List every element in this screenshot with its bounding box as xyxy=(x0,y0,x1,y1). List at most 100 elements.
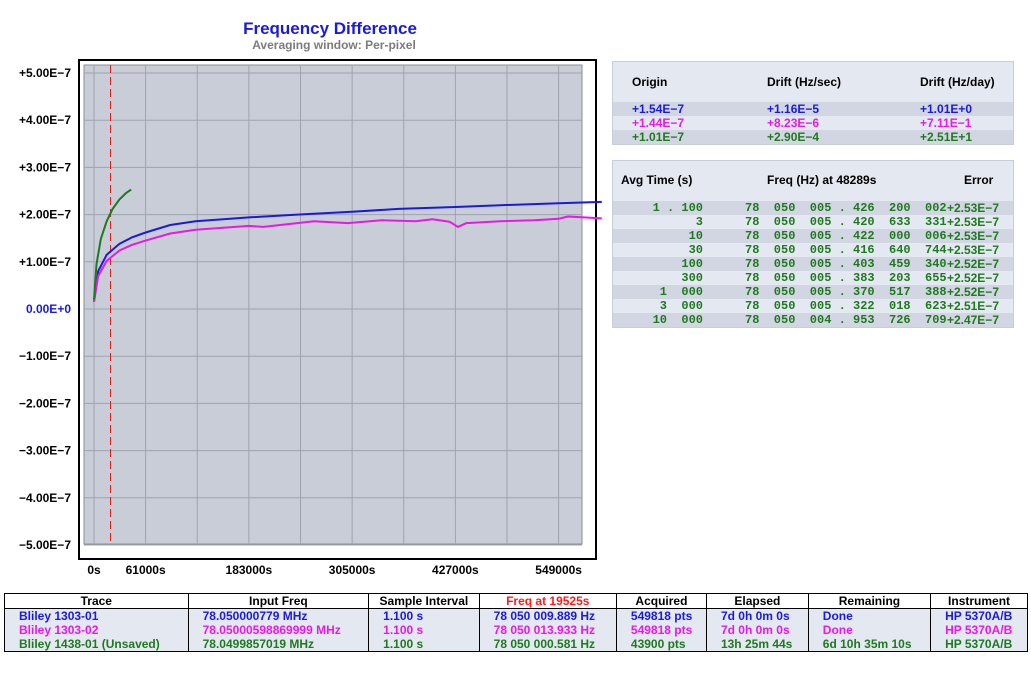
instrument-name: HP 5370A/B xyxy=(945,637,1013,651)
x-tick-label: 183000s xyxy=(226,563,273,577)
drift-panel: Origin Drift (Hz/sec) Drift (Hz/day) +1.… xyxy=(612,61,1014,145)
drift-hz-sec-value: +2.90E−4 xyxy=(767,130,820,144)
avg-row: 1 000 78 050 005 . 370 517 388 +2.52E−7 xyxy=(613,285,1013,299)
trace-table: Trace Input Freq Sample Interval Freq at… xyxy=(4,593,1028,652)
series-line-3 xyxy=(93,188,132,300)
avg-row: 100 78 050 005 . 403 459 340 +2.52E−7 xyxy=(613,257,1013,271)
col-remaining[interactable]: Remaining xyxy=(807,593,932,609)
col-trace[interactable]: Trace xyxy=(4,593,189,609)
instrument-name: HP 5370A/B xyxy=(945,623,1013,637)
cell-instrument-name: HP 5370A/B HP 5370A/B HP 5370A/B xyxy=(930,608,1028,652)
freq-at-header: Freq (Hz) at 48289s xyxy=(767,173,877,187)
drift-hz-day-value: +1.01E+0 xyxy=(920,102,973,116)
freq-value: 78 050 005 . 322 018 623 xyxy=(745,299,947,313)
freq-at-marker: 78 050 000.581 Hz xyxy=(493,637,596,651)
col-elapsed[interactable]: Elapsed xyxy=(705,593,809,609)
x-tick-label: 427000s xyxy=(432,563,479,577)
y-tick-label: +3.00E−7 xyxy=(19,160,71,174)
avg-time-value: 100 xyxy=(681,257,703,271)
acquired-points: 549818 pts xyxy=(630,623,693,637)
drift-hz-sec-value: +1.16E−5 xyxy=(767,102,820,116)
avg-time-value: 300 xyxy=(681,271,703,285)
freq-value: 78 050 005 . 383 203 655 xyxy=(745,271,947,285)
remaining-time: Done xyxy=(822,623,853,637)
freq-value: 78 050 005 . 403 459 340 xyxy=(745,257,947,271)
trace-name: Bliley 1303-02 xyxy=(19,623,99,637)
drift-row: +1.44E−7 +8.23E−6 +7.11E−1 xyxy=(613,116,1013,130)
avg-row: 300 78 050 005 . 383 203 655 +2.52E−7 xyxy=(613,271,1013,285)
col-acquired[interactable]: Acquired xyxy=(615,593,707,609)
avg-row: 10 78 050 005 . 422 000 006 +2.53E−7 xyxy=(613,229,1013,243)
error-value: +2.53E−7 xyxy=(946,243,999,257)
y-tick-label: −2.00E−7 xyxy=(19,396,71,410)
cell-remaining-time: Done Done 6d 10h 35m 10s xyxy=(807,608,932,652)
freq-value: 78 050 005 . 416 640 744 xyxy=(745,243,947,257)
series-line-1 xyxy=(93,200,602,303)
elapsed-time: 7d 0h 0m 0s xyxy=(720,623,790,637)
avg-time-value: 1 . 100 xyxy=(652,201,703,215)
avg-time-value: 1 000 xyxy=(659,285,703,299)
cell-input-freq: 78.050000779 MHz 78.05000598869999 MHz 78.… xyxy=(187,608,370,652)
error-value: +2.52E−7 xyxy=(946,257,999,271)
sample-interval: 1.100 s xyxy=(383,609,424,623)
cell-trace-name: Bliley 1303-01 Bliley 1303-02 Bliley 1438-… xyxy=(4,608,189,652)
col-instrument[interactable]: Instrument xyxy=(930,593,1028,609)
input-freq: 78.0499857019 MHz xyxy=(202,637,315,651)
y-tick-label: 0.00E+0 xyxy=(26,302,71,316)
drift-hz-day-value: +2.51E+1 xyxy=(920,130,973,144)
elapsed-time: 7d 0h 0m 0s xyxy=(720,609,790,623)
avg-time-value: 3 000 xyxy=(659,299,703,313)
origin-header: Origin xyxy=(632,75,668,89)
input-freq: 78.050000779 MHz xyxy=(202,609,308,623)
origin-value: +1.01E−7 xyxy=(632,130,685,144)
error-value: +2.53E−7 xyxy=(946,229,999,243)
y-tick-label: −3.00E−7 xyxy=(19,444,71,458)
y-tick-label: +5.00E−7 xyxy=(19,66,71,80)
table-row[interactable]: Bliley 1303-01 Bliley 1303-02 Bliley 1438-… xyxy=(4,608,1028,652)
drift-hz-day-value: +7.11E−1 xyxy=(920,116,972,130)
acquired-points: 549818 pts xyxy=(630,609,693,623)
x-tick-label: 305000s xyxy=(329,563,376,577)
freq-value: 78 050 005 . 420 633 331 xyxy=(745,215,947,229)
allan-average-panel: Avg Time (s) Freq (Hz) at 48289s Error 1… xyxy=(612,160,1014,328)
chart-title: Frequency Difference xyxy=(243,19,417,38)
drift-hz-sec-value: +8.23E−6 xyxy=(767,116,820,130)
remaining-time: Done xyxy=(822,609,853,623)
avg-row: 3 000 78 050 005 . 322 018 623 +2.51E−7 xyxy=(613,299,1013,313)
avg-row: 3 78 050 005 . 420 633 331 +2.53E−7 xyxy=(613,215,1013,229)
error-value: +2.52E−7 xyxy=(946,285,999,299)
avg-row: 10 000 78 050 004 . 953 726 709 +2.47E−7 xyxy=(613,313,1013,327)
trace-name: Bliley 1438-01 (Unsaved) xyxy=(19,637,160,651)
elapsed-time: 13h 25m 44s xyxy=(720,637,793,651)
cell-acquired-points: 549818 pts 549818 pts 43900 pts xyxy=(615,608,707,652)
avg-time-value: 10 xyxy=(688,229,703,243)
frequency-difference-chart[interactable]: +5.00E−7 +4.00E−7 +3.00E−7 +2.00E−7 +1.00E−7… xyxy=(0,50,610,580)
avg-time-value: 10 000 xyxy=(652,313,703,327)
x-tick-label: 549000s xyxy=(535,563,582,577)
plot-area xyxy=(83,64,583,545)
error-value: +2.52E−7 xyxy=(946,271,999,285)
y-tick-label: +1.00E−7 xyxy=(19,255,71,269)
drift-row: +1.01E−7 +2.90E−4 +2.51E+1 xyxy=(613,130,1013,144)
error-value: +2.51E−7 xyxy=(946,299,999,313)
origin-value: +1.44E−7 xyxy=(632,116,685,130)
freq-value: 78 050 005 . 370 517 388 xyxy=(745,285,947,299)
x-tick-label: 0s xyxy=(87,563,101,577)
cell-elapsed-time: 7d 0h 0m 0s 7d 0h 0m 0s 13h 25m 44s xyxy=(705,608,809,652)
origin-value: +1.54E−7 xyxy=(632,102,685,116)
error-value: +2.53E−7 xyxy=(946,201,999,215)
col-sample-interval[interactable]: Sample Interval xyxy=(368,593,480,609)
col-freq-at[interactable]: Freq at 19525s xyxy=(478,593,617,609)
y-tick-label: +2.00E−7 xyxy=(19,208,71,222)
col-input-freq[interactable]: Input Freq xyxy=(187,593,370,609)
series-line-2 xyxy=(93,215,602,303)
drift-hz-day-header: Drift (Hz/day) xyxy=(920,75,995,89)
y-tick-label: −5.00E−7 xyxy=(19,538,71,552)
cell-sample-interval: 1.100 s 1.100 s 1.100 s xyxy=(368,608,480,652)
error-header: Error xyxy=(964,173,994,187)
freq-at-marker: 78 050 013.933 Hz xyxy=(493,623,596,637)
y-tick-label: −1.00E−7 xyxy=(19,349,71,363)
input-freq: 78.05000598869999 MHz xyxy=(202,623,341,637)
sample-interval: 1.100 s xyxy=(383,637,424,651)
trace-name: Bliley 1303-01 xyxy=(19,609,99,623)
